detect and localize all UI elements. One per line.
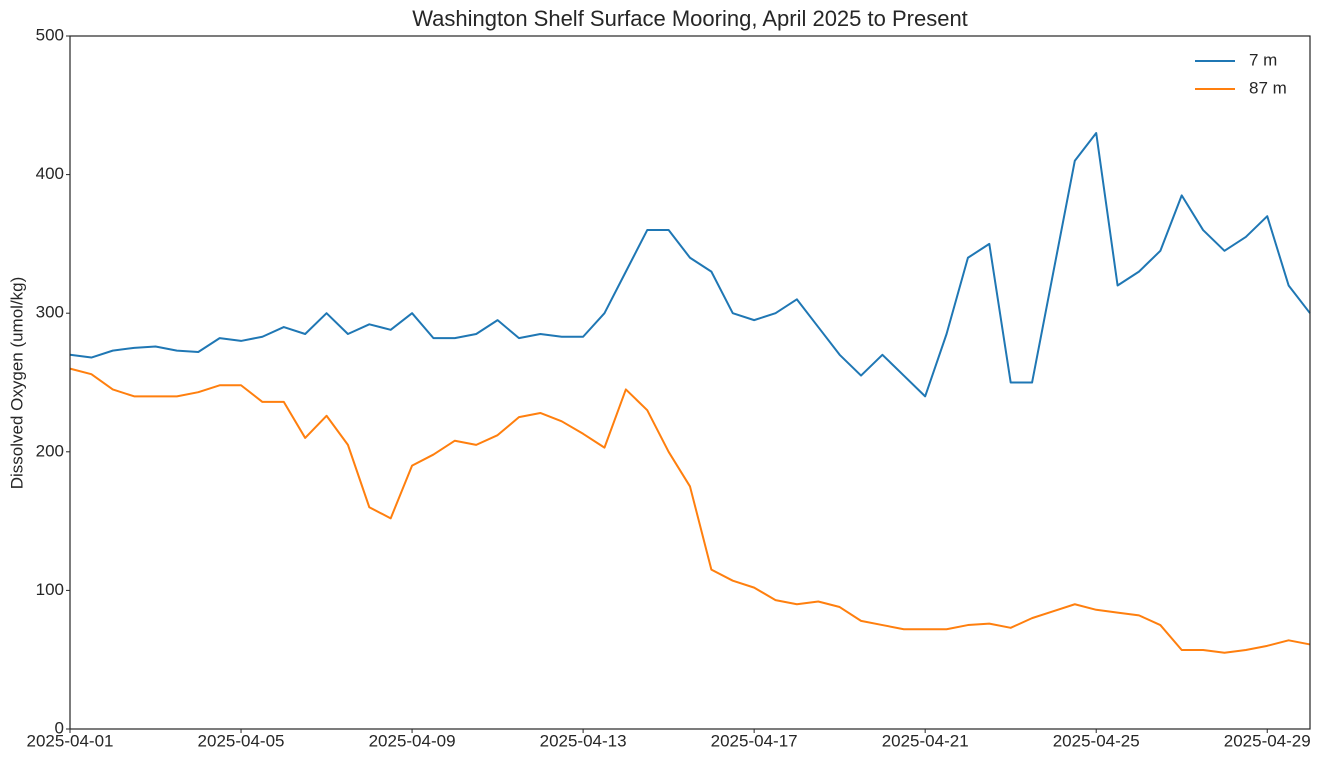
y-tick-label: 500 xyxy=(36,25,64,44)
y-tick-label: 400 xyxy=(36,164,64,183)
legend-label: 7 m xyxy=(1249,50,1277,69)
line-series xyxy=(69,367,1311,654)
y-axis-label: Dissolved Oxygen (umol/kg) xyxy=(7,277,26,490)
chart-title: Washington Shelf Surface Mooring, April … xyxy=(412,6,968,31)
y-tick-label: 100 xyxy=(36,580,64,599)
x-tick-label: 2025-04-05 xyxy=(198,731,285,750)
y-tick-label: 200 xyxy=(36,441,64,460)
x-tick-label: 2025-04-17 xyxy=(711,731,798,750)
y-tick-label: 0 xyxy=(55,718,64,737)
plot-frame xyxy=(69,35,1311,730)
x-tick-label: 2025-04-29 xyxy=(1224,731,1311,750)
x-tick-label: 2025-04-13 xyxy=(540,731,627,750)
x-tick-label: 2025-04-21 xyxy=(882,731,969,750)
x-tick-label: 2025-04-01 xyxy=(27,731,114,750)
x-tick-label: 2025-04-25 xyxy=(1053,731,1140,750)
legend-label: 87 m xyxy=(1249,78,1287,97)
x-tick-label: 2025-04-09 xyxy=(369,731,456,750)
line-series xyxy=(69,132,1311,398)
y-tick-label: 300 xyxy=(36,303,64,322)
